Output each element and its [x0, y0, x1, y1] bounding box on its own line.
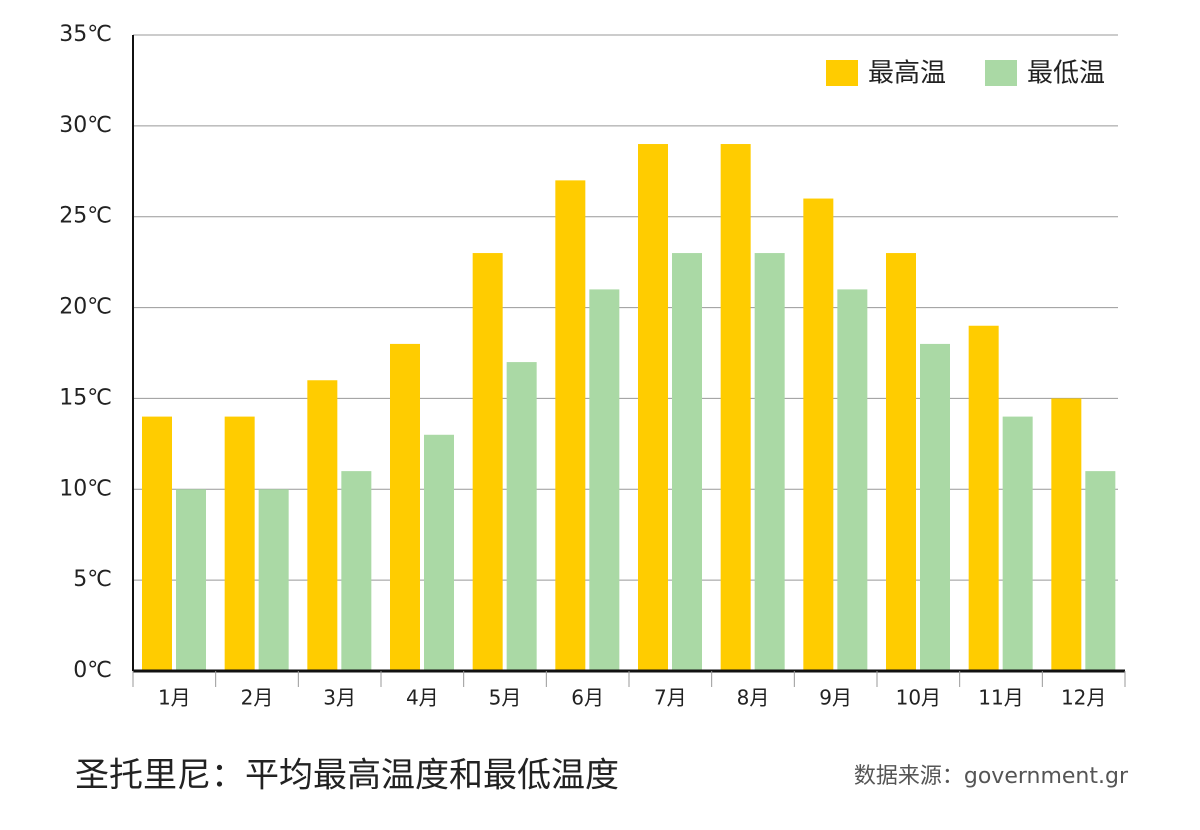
y-tick-label: 15℃ — [59, 385, 112, 410]
legend-label: 最低温 — [1027, 59, 1105, 89]
bar — [506, 362, 537, 671]
x-tick-label: 2月 — [241, 686, 274, 710]
bar — [555, 180, 586, 671]
x-tick-label: 1月 — [158, 686, 191, 710]
bar — [341, 471, 372, 671]
bar — [968, 325, 999, 671]
bar — [886, 253, 916, 672]
y-tick-label: 5℃ — [73, 567, 112, 592]
bar — [720, 144, 751, 671]
x-tick-label: 9月 — [819, 686, 852, 710]
bar — [638, 144, 668, 671]
bar — [258, 489, 289, 671]
bar — [1051, 398, 1082, 671]
bar — [920, 343, 950, 671]
y-tick-label: 30℃ — [59, 113, 112, 138]
bar — [589, 289, 620, 671]
bar — [672, 253, 702, 672]
bar — [837, 289, 868, 671]
bar — [1002, 416, 1033, 671]
x-tick-label: 4月 — [406, 686, 439, 710]
bar — [224, 416, 255, 671]
y-tick-label: 20℃ — [59, 295, 112, 320]
bar — [307, 380, 338, 671]
y-tick-label: 10℃ — [59, 476, 112, 501]
bar — [472, 253, 503, 672]
bar — [142, 416, 172, 671]
bar — [1085, 471, 1116, 671]
chart-title: 圣托里尼：平均最高温度和最低温度 — [75, 756, 619, 796]
bar — [803, 198, 834, 672]
x-tick-label: 11月 — [978, 686, 1023, 710]
legend-swatch — [985, 60, 1017, 86]
x-tick-label: 12月 — [1061, 686, 1106, 710]
x-tick-label: 6月 — [571, 686, 604, 710]
y-tick-label: 35℃ — [59, 22, 112, 47]
x-tick-label: 7月 — [654, 686, 687, 710]
x-tick-label: 10月 — [896, 686, 941, 710]
x-tick-label: 3月 — [323, 686, 356, 710]
bar — [390, 343, 420, 671]
bar — [424, 434, 454, 671]
x-tick-label: 8月 — [737, 686, 770, 710]
y-tick-label: 25℃ — [59, 204, 112, 229]
x-tick-label: 5月 — [489, 686, 522, 710]
source: 数据来源：government.gr — [854, 764, 1129, 789]
bar — [176, 489, 206, 671]
y-tick-label: 0℃ — [73, 658, 112, 683]
legend-label: 最高温 — [868, 59, 946, 89]
legend-swatch — [826, 60, 858, 86]
bar — [754, 253, 785, 672]
